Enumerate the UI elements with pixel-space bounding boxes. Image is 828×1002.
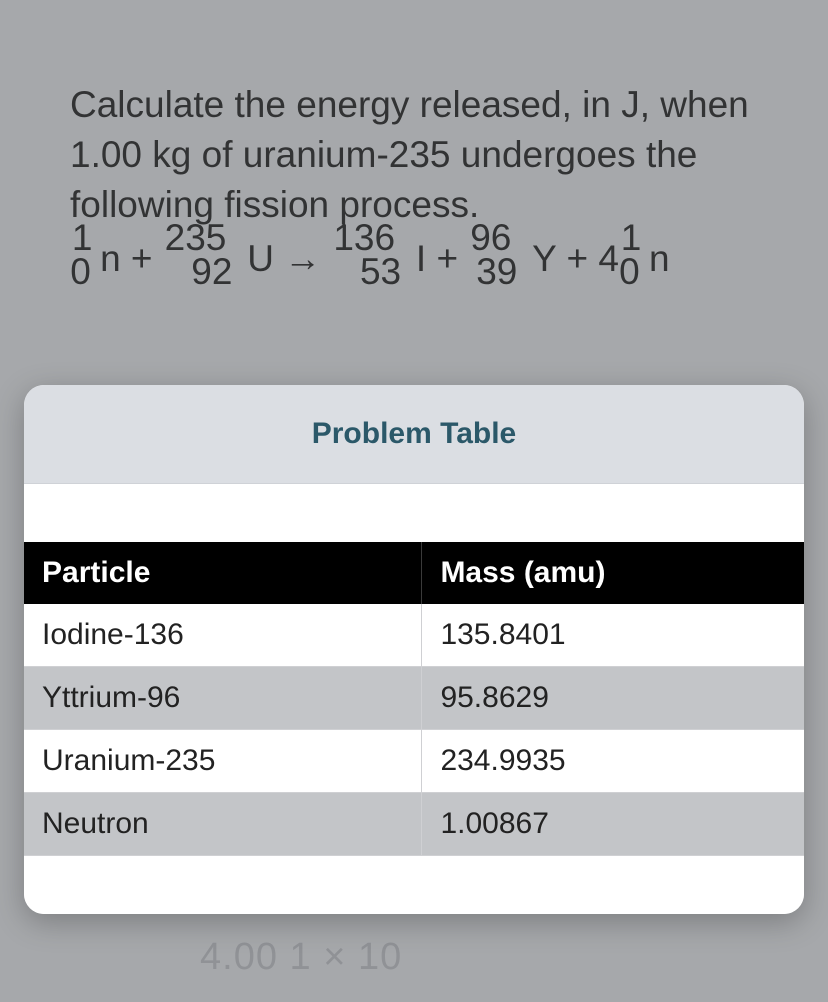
table-row: Iodine-136 135.8401 <box>24 604 804 667</box>
cell-particle: Uranium-235 <box>24 730 422 793</box>
y-atomic: 39 <box>476 251 517 292</box>
obscured-answer-text: 4.00 1 × 10 <box>200 936 402 979</box>
top-spacer <box>24 484 804 542</box>
arrow: → <box>274 238 332 279</box>
bottom-spacer <box>24 856 804 914</box>
i-atomic: 53 <box>360 251 401 292</box>
cell-particle: Yttrium-96 <box>24 667 422 730</box>
plus-3: + 4 <box>556 238 619 279</box>
plus-2: + <box>426 238 468 279</box>
cell-mass: 135.8401 <box>422 604 804 667</box>
u-symbol: U <box>247 238 274 279</box>
plus-1: + <box>121 238 163 279</box>
mass-table: Particle Mass (amu) Iodine-136 135.8401 … <box>24 542 804 856</box>
cell-mass: 234.9935 <box>422 730 804 793</box>
table-header-row: Particle Mass (amu) <box>24 542 804 604</box>
col-mass: Mass (amu) <box>422 542 804 604</box>
y-symbol: Y <box>532 238 556 279</box>
i-symbol: I <box>416 238 426 279</box>
cell-mass: 1.00867 <box>422 793 804 856</box>
n1-symbol: n <box>100 238 121 279</box>
problem-table-card: Problem Table Particle Mass (amu) Iodine… <box>24 385 804 914</box>
cell-mass: 95.8629 <box>422 667 804 730</box>
n2-symbol: n <box>649 238 670 279</box>
n2-atomic: 0 <box>619 251 640 292</box>
question-text: Calculate the energy released, in J, whe… <box>70 80 758 230</box>
col-particle: Particle <box>24 542 422 604</box>
fission-equation: 10n + 23592U → 13653I + 9639Y + 410n <box>70 234 758 284</box>
cell-particle: Iodine-136 <box>24 604 422 667</box>
cell-particle: Neutron <box>24 793 422 856</box>
u-atomic: 92 <box>191 251 232 292</box>
card-title: Problem Table <box>24 385 804 484</box>
table-row: Neutron 1.00867 <box>24 793 804 856</box>
n1-atomic: 0 <box>70 251 91 292</box>
table-row: Yttrium-96 95.8629 <box>24 667 804 730</box>
table-row: Uranium-235 234.9935 <box>24 730 804 793</box>
question-block: Calculate the energy released, in J, whe… <box>0 0 828 314</box>
